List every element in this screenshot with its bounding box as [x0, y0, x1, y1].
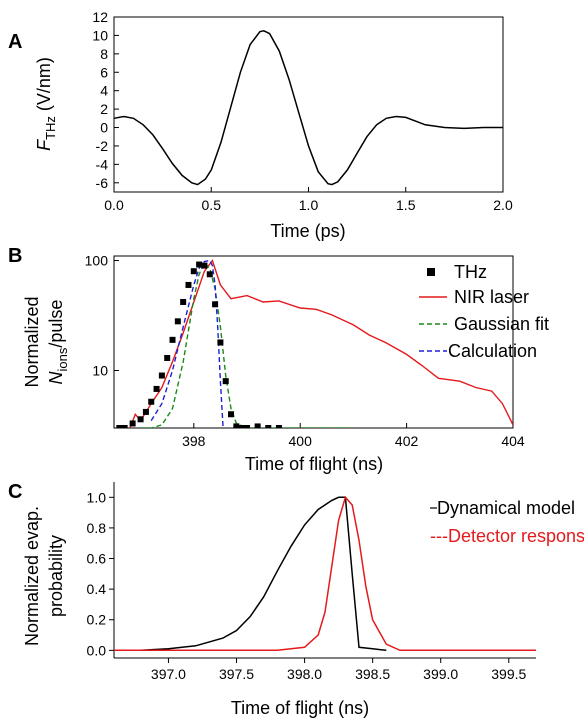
panel-b-point-thz — [244, 425, 250, 428]
panel-c-y-tick-label: 0.0 — [87, 642, 107, 658]
panel-b-y-tick-label: 10 — [92, 363, 108, 379]
panel-a-y-tick-label: -2 — [96, 138, 109, 154]
panel-a-y-label-unit: (V/nm) — [34, 57, 54, 116]
panel-b-chart: 398 400 402 404 10 100 Time of flight (ns) N… — [22, 253, 549, 474]
panel-b-legend-label-calculation: Calculation — [448, 341, 537, 361]
panel-b-point-thz — [185, 281, 192, 288]
panel-a-y-label-main: F — [34, 139, 54, 151]
panel-b-point-thz — [142, 408, 149, 415]
panel-c-y-label-line2: probability — [46, 535, 66, 617]
panel-b-point-thz — [275, 425, 282, 428]
panel-b-line-calculation — [150, 259, 224, 428]
panel-b-point-thz — [190, 268, 197, 275]
panel-a-x-tick-label: 2.0 — [493, 197, 513, 213]
panel-a-x-tick-label: 0.5 — [202, 197, 222, 213]
panel-b-y-label-line2: Nions/pulse — [46, 300, 70, 385]
panel-c-x-tick-label: 398.5 — [355, 666, 390, 682]
panel-a-x-tick-label: 0.0 — [104, 197, 124, 213]
panel-c-legend-label-detector-response: ---Detector response — [430, 526, 584, 546]
panel-a-x-axis-label: Time (ps) — [270, 221, 345, 241]
panel-b-point-thz — [201, 262, 208, 269]
panel-b-point-thz — [228, 411, 235, 418]
panel-c-x-tick-label: 399.5 — [491, 666, 526, 682]
panel-a-series-line — [113, 30, 503, 186]
panel-b-point-thz — [148, 398, 155, 405]
panel-a-axes-frame — [113, 16, 504, 193]
panel-c-y-tick-label: 0.8 — [87, 520, 107, 536]
panel-c-line-detector-response — [114, 495, 536, 652]
panel-b-legend-label-nir-laser: NIR laser — [454, 287, 529, 307]
panel-b-legend-label-gaussian-fit: Gaussian fit — [454, 314, 549, 334]
panel-b-point-thz — [164, 354, 171, 361]
panel-b-point-thz — [212, 301, 219, 308]
panel-b-point-thz — [238, 425, 245, 428]
panel-b-point-thz — [174, 318, 181, 325]
panel-b-point-thz — [180, 298, 187, 305]
panel-a-chart: 0.0 0.5 1.0 1.5 2.0 -6 -4 -2 0 2 4 6 8 10 12 Time (ps… — [34, 9, 513, 241]
panel-b-point-thz — [137, 416, 144, 423]
panel-b-point-thz — [129, 420, 136, 427]
panel-b-legend: THz NIR laser Gaussian fit Calculation — [419, 262, 549, 361]
panel-b-y-label-line1: Normalized — [22, 296, 42, 387]
panel-b-point-thz — [206, 271, 213, 278]
panel-c-line-dynamical-model — [141, 496, 387, 652]
panel-c-x-axis-label: Time of flight (ns) — [231, 698, 369, 718]
panel-b-point-thz — [217, 339, 224, 346]
panel-b-x-tick-label: 398 — [182, 433, 206, 449]
panel-b-y-label-main: N — [46, 370, 66, 384]
panel-b-x-axis-label: Time of flight (ns) — [245, 454, 383, 474]
panel-c-x-tick-label: 397.0 — [151, 666, 186, 682]
panel-letter-a: A — [8, 31, 22, 53]
panel-a-y-tick-label: 10 — [92, 27, 108, 43]
panel-b-line-nir-laser — [129, 259, 513, 428]
panel-b-legend-marker-thz — [427, 268, 435, 276]
panel-a-y-label-sub: THz — [43, 116, 58, 140]
panel-a-y-tick-label: 6 — [100, 64, 108, 80]
panel-a-y-tick-label: 0 — [100, 120, 108, 136]
panel-c-legend: Dynamical model ---Detector response — [430, 498, 584, 546]
panel-b-y-label-rest: /pulse — [46, 300, 66, 348]
panel-c-x-tick-label: 397.5 — [219, 666, 254, 682]
panel-a-x-tick-label: 1.5 — [396, 197, 416, 213]
panel-c-x-tick-label: 398.0 — [287, 666, 322, 682]
panel-a-y-tick-label: 8 — [100, 46, 108, 62]
panel-c-chart: 397.0 397.5 398.0 398.5 399.0 399.5 0.0 0.2 0.4… — [22, 482, 584, 718]
panel-c-y-tick-label: 0.2 — [87, 612, 107, 628]
panel-b-point-thz — [153, 385, 160, 392]
panel-b-point-thz — [196, 261, 203, 268]
panel-b-x-tick-label: 402 — [395, 433, 419, 449]
panel-c-y-tick-label: 0.6 — [87, 551, 107, 567]
panel-a-y-tick-label: -6 — [96, 175, 109, 191]
panel-c-legend-label-dynamical-model: Dynamical model — [437, 498, 575, 518]
panel-b-x-tick-label: 400 — [289, 433, 313, 449]
panel-b-point-thz — [121, 425, 128, 428]
panel-letter-c: C — [8, 481, 22, 503]
panel-b-y-tick-label: 100 — [85, 253, 109, 269]
panel-c-x-tick-label: 399.0 — [423, 666, 458, 682]
panel-b-line-gaussian-fit — [140, 261, 354, 428]
panel-b-x-tick-label: 404 — [501, 433, 525, 449]
panel-b-point-thz — [222, 378, 229, 385]
panel-b-point-thz — [169, 336, 176, 343]
panel-a-y-tick-label: -4 — [96, 156, 109, 172]
panel-a-y-tick-label: 4 — [100, 83, 108, 99]
panel-c-y-tick-label: 1.0 — [87, 489, 107, 505]
panel-b-point-thz — [254, 423, 261, 428]
panel-c-y-label-line1: Normalized evap. — [22, 506, 42, 646]
panel-letter-b: B — [8, 245, 22, 267]
panel-a-y-axis-label: FTHz (V/nm) — [34, 57, 58, 151]
panel-b-legend-label-thz: THz — [454, 262, 487, 282]
panel-b-point-thz — [265, 425, 272, 428]
panel-a-y-tick-label: 2 — [100, 101, 108, 117]
panel-b-y-label-sub: ions — [55, 347, 70, 371]
panel-c-y-tick-label: 0.4 — [87, 581, 107, 597]
panel-a-y-tick-label: 12 — [92, 9, 108, 25]
panel-b-point-thz — [233, 423, 240, 428]
panel-a-x-tick-label: 1.0 — [299, 197, 319, 213]
panel-b-point-thz — [116, 425, 123, 428]
panel-b-point-thz — [158, 372, 165, 379]
